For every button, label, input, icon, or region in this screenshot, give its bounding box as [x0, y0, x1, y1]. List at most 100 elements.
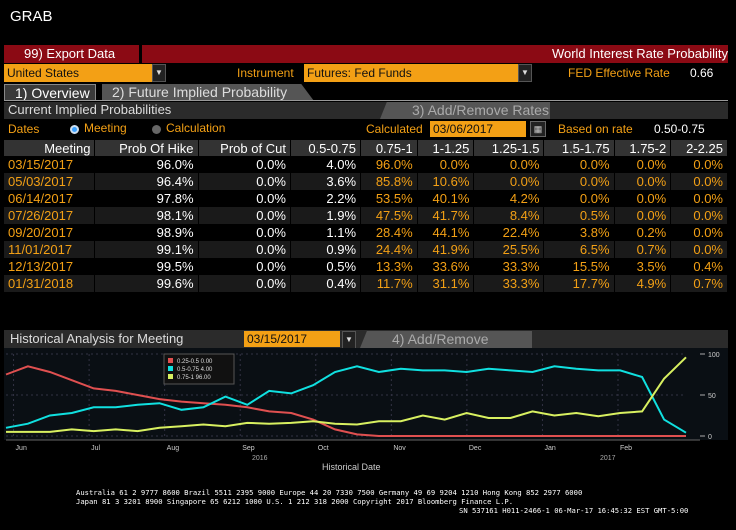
- meeting-date-cell: 12/13/2017: [4, 258, 96, 275]
- column-header[interactable]: 1.5-1.75: [543, 140, 615, 156]
- series-line: [5, 365, 686, 437]
- meeting-date-cell: 01/31/2018: [4, 275, 96, 292]
- table-cell: 0.5%: [290, 258, 362, 275]
- x-tick-label: Oct: [318, 445, 329, 452]
- legend: [163, 353, 235, 385]
- table-cell: 1.9%: [290, 207, 362, 224]
- table-cell: 0.0%: [614, 207, 672, 224]
- x-tick-label: Jul: [91, 445, 100, 452]
- table-cell: 3.5%: [614, 258, 672, 275]
- legend-swatch: [168, 366, 173, 371]
- tab-future-implied-probability[interactable]: 2) Future Implied Probability: [102, 84, 314, 101]
- column-header[interactable]: 1.75-2: [614, 140, 672, 156]
- calculated-date-input[interactable]: 03/06/2017: [430, 121, 526, 137]
- meeting-date-cell: 06/14/2017: [4, 190, 96, 207]
- table-cell: 0.9%: [290, 241, 362, 258]
- footer-contacts-line1: Australia 61 2 9777 8600 Brazil 5511 239…: [76, 488, 583, 497]
- y-tick-label: 100: [708, 352, 720, 359]
- table-cell: 4.9%: [614, 275, 672, 292]
- legend-swatch: [168, 374, 173, 379]
- table-cell: 0.0%: [670, 241, 728, 258]
- x-tick-label: Jan: [544, 445, 555, 452]
- fed-rate-value: 0.66: [690, 66, 714, 80]
- table-cell: 0.5%: [543, 207, 615, 224]
- current-implied-label: Current Implied Probabilities: [8, 102, 172, 117]
- instrument-dropdown-icon[interactable]: ▼: [518, 64, 532, 82]
- table-row: 12/13/2017 99.5% 0.0% 0.5% 13.3% 33.6% 33.3% 15…: [4, 258, 728, 275]
- dates-label: Dates: [8, 122, 40, 136]
- table-cell: 99.5%: [94, 258, 199, 275]
- historical-label: Historical Analysis for Meeting: [10, 331, 184, 346]
- meeting-radio-label[interactable]: Meeting: [84, 121, 127, 135]
- y-tick-label: 50: [708, 393, 716, 400]
- historical-meeting-input[interactable]: 03/15/2017: [244, 331, 340, 347]
- add-remove-rates-button[interactable]: 3) Add/Remove Rates: [380, 102, 550, 119]
- historical-chart: 0 50 100 Jun Jul Aug Sep Oct Nov Dec Jan Feb 2016 201…: [4, 348, 728, 472]
- fed-rate-label: FED Effective Rate: [568, 66, 670, 80]
- meeting-date-cell: 05/03/2017: [4, 173, 96, 190]
- table-cell: 96.0%: [360, 156, 418, 173]
- table-row: 01/31/2018 99.6% 0.0% 0.4% 11.7% 31.1% 33.3% 17…: [4, 275, 728, 292]
- table-cell: 96.4%: [94, 173, 199, 190]
- meeting-date-cell: 11/01/2017: [4, 241, 96, 258]
- current-implied-header: Current Implied Probabilities: [4, 102, 728, 119]
- series-line: [6, 356, 687, 433]
- calendar-icon[interactable]: ▦: [530, 121, 546, 137]
- table-cell: 0.0%: [670, 156, 728, 173]
- add-remove-series-button[interactable]: 4) Add/Remove Series: [360, 331, 532, 348]
- column-header[interactable]: 0.75-1: [360, 140, 418, 156]
- column-header[interactable]: 0.5-0.75: [290, 140, 362, 156]
- legend-label: 0.25-0.5 0.00: [177, 359, 213, 365]
- footer-contacts-line2: Japan 81 3 3201 8900 Singapore 65 6212 1…: [76, 497, 514, 506]
- x-year-label: 2017: [600, 455, 616, 462]
- meeting-date-cell: 09/20/2017: [4, 224, 96, 241]
- table-cell: 3.6%: [290, 173, 362, 190]
- column-header[interactable]: Meeting: [4, 140, 96, 156]
- x-axis-label: Historical Date: [322, 462, 381, 472]
- historical-dropdown-icon[interactable]: ▼: [342, 331, 356, 349]
- table-cell: 0.0%: [670, 207, 728, 224]
- column-header[interactable]: Prob of Cut: [198, 140, 291, 156]
- table-cell: 15.5%: [543, 258, 615, 275]
- country-select[interactable]: United States: [4, 64, 152, 82]
- tab-overview[interactable]: 1) Overview: [4, 84, 96, 101]
- table-header-row: Meeting Prob Of Hike Prob of Cut 0.5-0.75 0.…: [4, 140, 728, 156]
- x-tick-label: Nov: [393, 445, 406, 452]
- instrument-select[interactable]: Futures: Fed Funds: [304, 64, 518, 82]
- meeting-radio[interactable]: [70, 125, 79, 134]
- table-cell: 0.0%: [670, 173, 728, 190]
- table-cell: 41.9%: [417, 241, 475, 258]
- table-cell: 4.0%: [290, 156, 362, 173]
- table-cell: 0.0%: [417, 156, 475, 173]
- table-cell: 0.0%: [198, 258, 291, 275]
- table-cell: 1.1%: [290, 224, 362, 241]
- table-cell: 22.4%: [473, 224, 545, 241]
- calculated-label: Calculated: [366, 122, 423, 136]
- country-dropdown-icon[interactable]: ▼: [152, 64, 166, 82]
- table-cell: 98.1%: [94, 207, 199, 224]
- table-row: 06/14/2017 97.8% 0.0% 2.2% 53.5% 40.1% 4.2% 0.0…: [4, 190, 728, 207]
- meeting-date-cell: 07/26/2017: [4, 207, 96, 224]
- table-cell: 99.1%: [94, 241, 199, 258]
- x-tick-label: Jun: [16, 445, 27, 452]
- legend-label: 0.5-0.75 4.00: [177, 367, 213, 373]
- column-header[interactable]: Prob Of Hike: [94, 140, 199, 156]
- calculation-radio-label[interactable]: Calculation: [166, 121, 226, 135]
- table-cell: 41.7%: [417, 207, 475, 224]
- table-row: 09/20/2017 98.9% 0.0% 1.1% 28.4% 44.1% 22.4% 3.…: [4, 224, 728, 241]
- column-header[interactable]: 1.25-1.5: [473, 140, 545, 156]
- table-cell: 0.0%: [198, 275, 291, 292]
- table-cell: 0.0%: [198, 241, 291, 258]
- export-data-button[interactable]: 99) Export Data: [4, 45, 142, 63]
- table-cell: 85.8%: [360, 173, 418, 190]
- table-cell: 28.4%: [360, 224, 418, 241]
- column-header[interactable]: 1-1.25: [417, 140, 475, 156]
- toolbar: [4, 45, 728, 63]
- x-tick-label: Sep: [242, 445, 255, 452]
- calculation-radio[interactable]: [152, 125, 161, 134]
- instrument-label: Instrument: [237, 66, 294, 80]
- table-cell: 0.0%: [670, 224, 728, 241]
- table-cell: 33.6%: [417, 258, 475, 275]
- column-header[interactable]: 2-2.25: [670, 140, 728, 156]
- table-cell: 0.0%: [198, 207, 291, 224]
